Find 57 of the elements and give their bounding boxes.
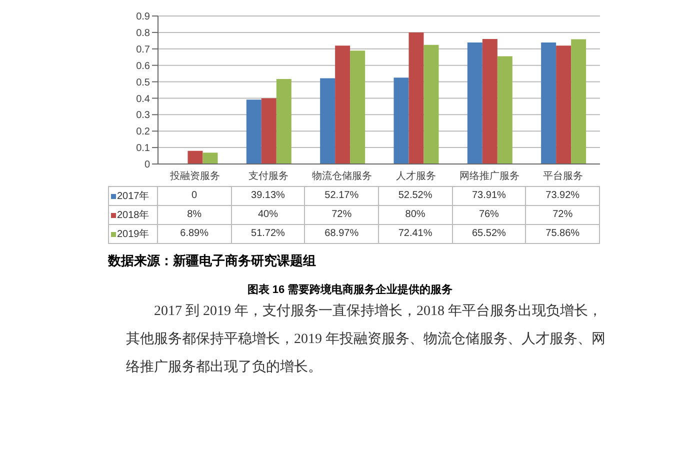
legend-label: 2017年	[117, 190, 150, 203]
bar	[408, 32, 424, 164]
bar	[188, 150, 203, 164]
y-tick-label: 0.9	[136, 12, 150, 23]
bar	[350, 50, 366, 164]
bar	[320, 78, 336, 164]
bar	[497, 56, 512, 164]
data-label: 52.52%	[378, 187, 453, 205]
data-label: 73.91%	[452, 187, 526, 205]
data-label: 8%	[158, 206, 232, 224]
bar	[482, 39, 498, 164]
legend-label: 2018年	[117, 209, 150, 222]
data-label: 65.52%	[452, 225, 526, 243]
data-label: 6.89%	[158, 225, 232, 243]
bar	[571, 39, 586, 164]
y-tick-label: 0.6	[136, 60, 150, 72]
legend-label: 2019年	[117, 228, 150, 241]
text: 图表 16 需要跨境电商服务企业提供的服务	[246, 282, 454, 297]
data-label: 72%	[526, 206, 600, 224]
y-tick-label: 0.5	[136, 77, 150, 88]
bar	[276, 78, 292, 164]
x-tick-label: 支付服务	[248, 170, 288, 182]
data-label: 40%	[232, 206, 306, 224]
y-tick-label: 0.7	[136, 44, 150, 56]
x-tick-label: 平台服务	[543, 170, 584, 182]
bar	[202, 152, 218, 164]
bar	[261, 98, 276, 164]
bar	[467, 42, 482, 164]
data-label: 52.17%	[305, 187, 379, 205]
data-label: 72%	[305, 206, 379, 224]
data-label: 75.86%	[526, 225, 600, 243]
data-label: 39.13%	[232, 187, 306, 205]
y-tick-label: 0.4	[136, 94, 150, 105]
bar	[424, 44, 439, 164]
y-tick-label: 0.1	[136, 143, 150, 154]
y-tick-label: 0.2	[136, 126, 150, 138]
data-label: 80%	[378, 206, 453, 224]
source-note: 数据来源：新疆电子商务研究课题组	[108, 252, 316, 270]
y-tick-label: 0.8	[136, 28, 150, 39]
x-tick-label: 物流仓储服务	[312, 170, 372, 182]
x-tick-label: 投融资服务	[168, 170, 220, 182]
bar	[246, 100, 262, 164]
bar	[556, 46, 572, 164]
bar	[335, 46, 350, 164]
bar	[394, 78, 409, 164]
data-label: 0	[158, 187, 232, 205]
y-tick-label: 0	[144, 160, 150, 171]
data-label: 51.72%	[232, 225, 306, 243]
data-label: 72.41%	[378, 225, 453, 243]
y-tick-label: 0.3	[136, 110, 150, 122]
bar	[541, 42, 556, 164]
data-label: 68.97%	[305, 225, 379, 243]
x-tick-label: 人才服务	[396, 170, 436, 182]
data-label: 73.92%	[526, 187, 600, 205]
text: 2017 到 2019 年，支付服务一直保持增长，2018 年平台服务出现负增长，其他服务都保持平稳增长，2019 年投融资服务、物流仓储服务、人才服务、网络推广服务都出现了负的增长。	[126, 302, 606, 377]
data-label: 76%	[452, 206, 526, 224]
x-tick-label: 网络推广服务	[460, 170, 520, 182]
